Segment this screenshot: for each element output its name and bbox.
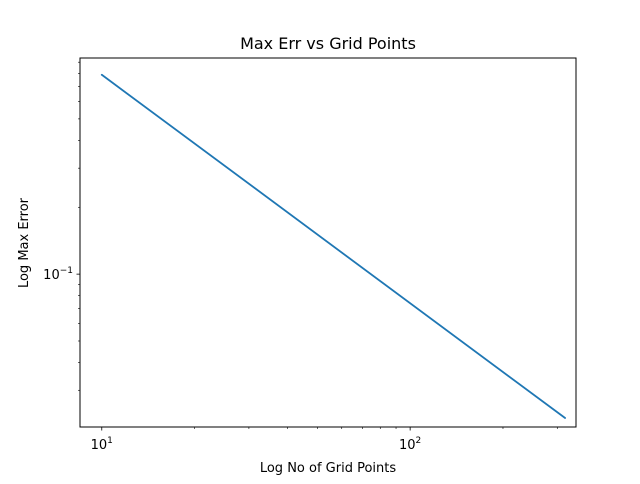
series-line bbox=[100, 73, 566, 419]
axis-ticks: 101 102 10−1 bbox=[43, 61, 558, 453]
x-tick-label: 102 bbox=[399, 436, 421, 453]
chart-title: Max Err vs Grid Points bbox=[240, 34, 416, 53]
plot-lines bbox=[100, 73, 566, 419]
y-tick-label: 10−1 bbox=[43, 266, 73, 283]
plot-frame bbox=[79, 57, 577, 428]
x-axis-label: Log No of Grid Points bbox=[260, 461, 397, 476]
y-axis-label: Log Max Error bbox=[17, 197, 32, 288]
x-tick-label: 101 bbox=[91, 436, 113, 453]
